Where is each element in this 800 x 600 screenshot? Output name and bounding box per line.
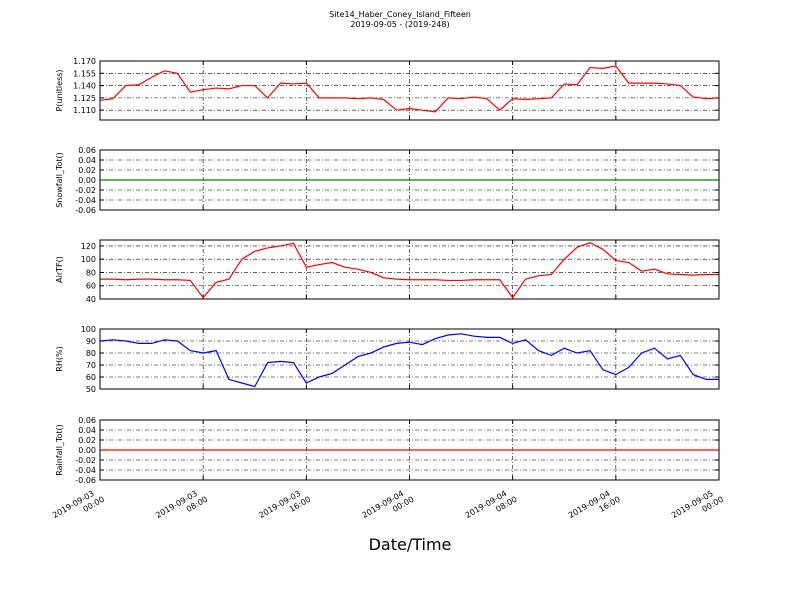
data-line [99, 333, 719, 388]
plot-frame [99, 149, 720, 211]
y-tick-label: 80 [86, 268, 96, 277]
y-tick-label: 0.06 [78, 416, 96, 425]
y-axis-label: RH(%) [55, 346, 64, 371]
y-tick-label: 0.02 [78, 436, 96, 445]
y-axis-label: P(unitless) [55, 69, 64, 111]
y-tick-label: -0.02 [75, 186, 96, 195]
plot-frame [99, 419, 720, 481]
y-axis-label: AirTF() [55, 256, 64, 283]
chart-title: Site14_Haber_Coney_Island_Fifteen [329, 10, 471, 19]
y-tick-label: 0.00 [78, 176, 96, 185]
y-tick-label: 0.06 [78, 146, 96, 155]
y-tick-label: 0.00 [78, 446, 96, 455]
y-tick-label: 100 [81, 255, 96, 264]
y-tick-label: 0.02 [78, 166, 96, 175]
y-tick-label: 100 [81, 325, 96, 334]
y-tick-label: 0.04 [78, 426, 96, 435]
y-tick-label: -0.04 [75, 466, 96, 475]
plot-frame [99, 60, 720, 121]
y-tick-label: 40 [86, 295, 96, 304]
y-tick-label: 60 [86, 282, 96, 291]
y-tick-label: 1.125 [73, 94, 96, 103]
plot-frame [99, 328, 720, 390]
y-tick-label: 1.155 [73, 69, 96, 78]
y-tick-label: 70 [86, 361, 96, 370]
data-line [100, 241, 719, 299]
data-line [99, 65, 720, 113]
y-tick-label: -0.04 [75, 196, 96, 205]
y-tick-label: -0.02 [75, 456, 96, 465]
chart-subtitle: 2019-09-05 - (2019-248) [350, 20, 449, 29]
y-tick-label: 80 [86, 349, 96, 358]
y-tick-label: 50 [86, 385, 96, 394]
x-axis-label: Date/Time [369, 535, 452, 554]
plot-frame [99, 239, 720, 300]
y-tick-label: 1.140 [73, 82, 96, 91]
y-tick-label: 0.04 [78, 156, 96, 165]
y-tick-label: 60 [86, 373, 96, 382]
y-axis-label: Snowfall_Tot() [55, 152, 64, 208]
y-tick-label: -0.06 [75, 206, 96, 215]
y-tick-label: -0.06 [75, 476, 96, 485]
y-tick-label: 120 [81, 242, 96, 251]
y-axis-label: Rainfall_Tot() [55, 424, 64, 476]
y-tick-label: 90 [86, 337, 96, 346]
y-tick-label: 1.170 [73, 57, 96, 66]
y-tick-label: 1.110 [73, 106, 96, 115]
